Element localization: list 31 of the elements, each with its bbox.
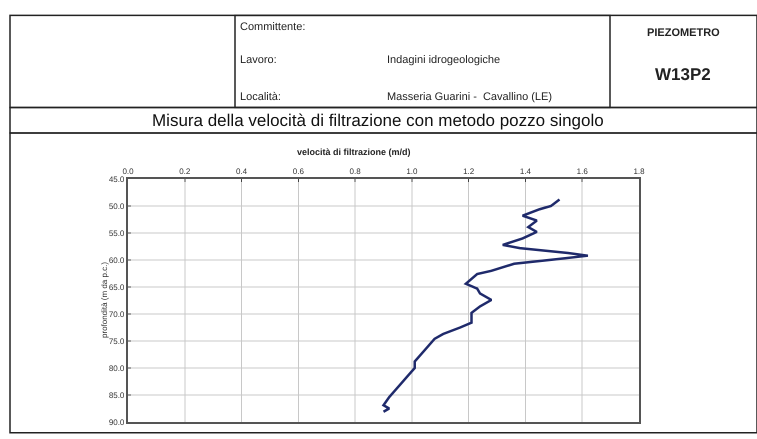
x-tick-label: 1.2: [463, 166, 475, 176]
y-tick-label: 60.0: [108, 256, 125, 265]
x-axis-title: velocità di filtrazione (m/d): [297, 147, 411, 157]
y-axis-title: profondità (m da p.c.): [100, 262, 109, 338]
x-tick-label: 1.6: [576, 166, 588, 176]
text: Masseria Guarini - Cavallino (LE): [387, 91, 552, 103]
text: PIEZOMETRO: [647, 27, 720, 39]
x-tick-label: 0.2: [179, 166, 191, 176]
y-tick-label: 80.0: [108, 364, 125, 373]
x-tick-label: 1.0: [406, 166, 418, 176]
text: Lavoro:: [240, 54, 277, 66]
text: W13P2: [655, 65, 711, 84]
y-tick-label: 75.0: [108, 336, 125, 346]
text: Località:: [240, 91, 281, 103]
line-series: [382, 198, 590, 413]
x-tick-label: 0.6: [292, 166, 304, 176]
y-tick-label: 90.0: [108, 418, 125, 427]
y-tick-label: 65.0: [108, 282, 125, 292]
x-tick-label: 0.0: [122, 166, 134, 176]
y-tick-label: 70.0: [108, 310, 125, 319]
x-tick-label: 0.4: [236, 166, 248, 176]
x-tick-label: 1.8: [633, 166, 646, 176]
y-tick-label: 85.0: [108, 390, 125, 400]
y-tick-label: 55.0: [108, 228, 125, 238]
x-tick-label: 1.4: [520, 166, 532, 176]
chart-title: Misura della velocità di filtrazione con metodo pozzo singolo: [152, 111, 604, 130]
y-tick-label: 45.0: [108, 174, 125, 184]
y-tick-label: 50.0: [108, 202, 125, 211]
text: Indagini idrogeologiche: [387, 54, 500, 66]
text: Committente:: [240, 21, 306, 33]
x-tick-label: 0.8: [350, 166, 362, 176]
